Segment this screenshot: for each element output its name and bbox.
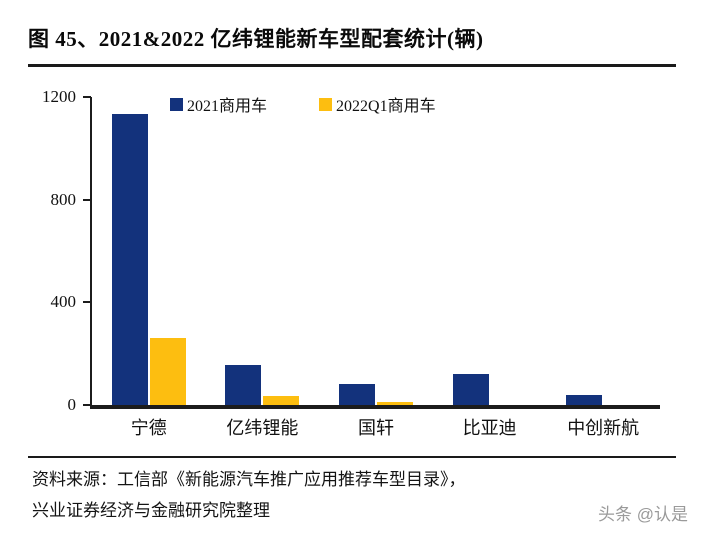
y-axis-tick-mark [83, 198, 91, 201]
y-axis-tick-label: 1200 [42, 87, 76, 106]
legend-label-2021: 2021商用车 [187, 98, 268, 115]
bar-group [92, 97, 206, 405]
bar-series-2022q1 [149, 337, 186, 405]
y-axis-line [90, 97, 92, 407]
y-axis-tick-label: 0 [67, 395, 77, 414]
source-note: 资料来源：工信部《新能源汽车推广应用推荐车型目录》， 兴业证券经济与金融研究院整… [32, 464, 672, 526]
bar-series-2021 [111, 114, 148, 405]
source-note-line-2: 兴业证券经济与金融研究院整理 [32, 501, 270, 520]
x-axis-category-label: 中创新航 [567, 418, 640, 438]
legend-item-2022q1: 2022Q1商用车 [319, 92, 436, 116]
source-note-line-1: 资料来源：工信部《新能源汽车推广应用推荐车型目录》， [32, 470, 466, 489]
bar-group [546, 97, 660, 405]
x-axis-category-label: 亿纬锂能 [226, 418, 299, 438]
legend-label-2022q1: 2022Q1商用车 [336, 98, 436, 115]
bar-series-2021 [566, 394, 603, 405]
bar-group [433, 97, 547, 405]
plot-area: 2021商用车 2022Q1商用车 0 400 800 1200 宁德 亿纬锂能 国轩 比亚… [28, 72, 676, 450]
watermark: 头条 @认是 [598, 505, 688, 524]
y-axis-tick-mark [83, 301, 91, 304]
legend-swatch-2022q1 [319, 97, 333, 111]
legend-swatch-2021 [170, 97, 183, 111]
x-axis-category-label: 比亚迪 [462, 418, 517, 438]
y-axis-tick-mark [83, 404, 91, 406]
bar-series-2022q1 [376, 401, 413, 405]
y-axis-tick-label: 800 [50, 189, 77, 209]
y-axis-tick-mark [83, 96, 91, 98]
x-axis-category-label: 宁德 [130, 418, 167, 438]
bar-series-2021 [452, 374, 489, 405]
bar-series-2021 [225, 365, 262, 405]
footer-divider [28, 456, 676, 458]
x-axis-category-labels: 宁德 亿纬锂能 国轩 比亚迪 中创新航 [92, 412, 660, 446]
chart-legend: 2021商用车 2022Q1商用车 [170, 92, 436, 116]
x-axis-category-label: 国轩 [357, 418, 394, 438]
bar-group [319, 97, 433, 405]
bar-group [206, 97, 320, 405]
bars-layer [92, 97, 660, 405]
page-title: 图 45、2021&2022 亿纬锂能新车型配套统计(辆) [28, 27, 484, 51]
bar-series-2022q1 [263, 396, 300, 405]
bar-series-2021 [338, 384, 375, 405]
title-bar: 图 45、2021&2022 亿纬锂能新车型配套统计(辆) [28, 16, 676, 60]
title-divider [28, 64, 676, 67]
legend-item-2021: 2021商用车 [170, 92, 267, 116]
x-axis-line [90, 405, 660, 409]
y-axis-tick-label: 400 [50, 292, 77, 312]
